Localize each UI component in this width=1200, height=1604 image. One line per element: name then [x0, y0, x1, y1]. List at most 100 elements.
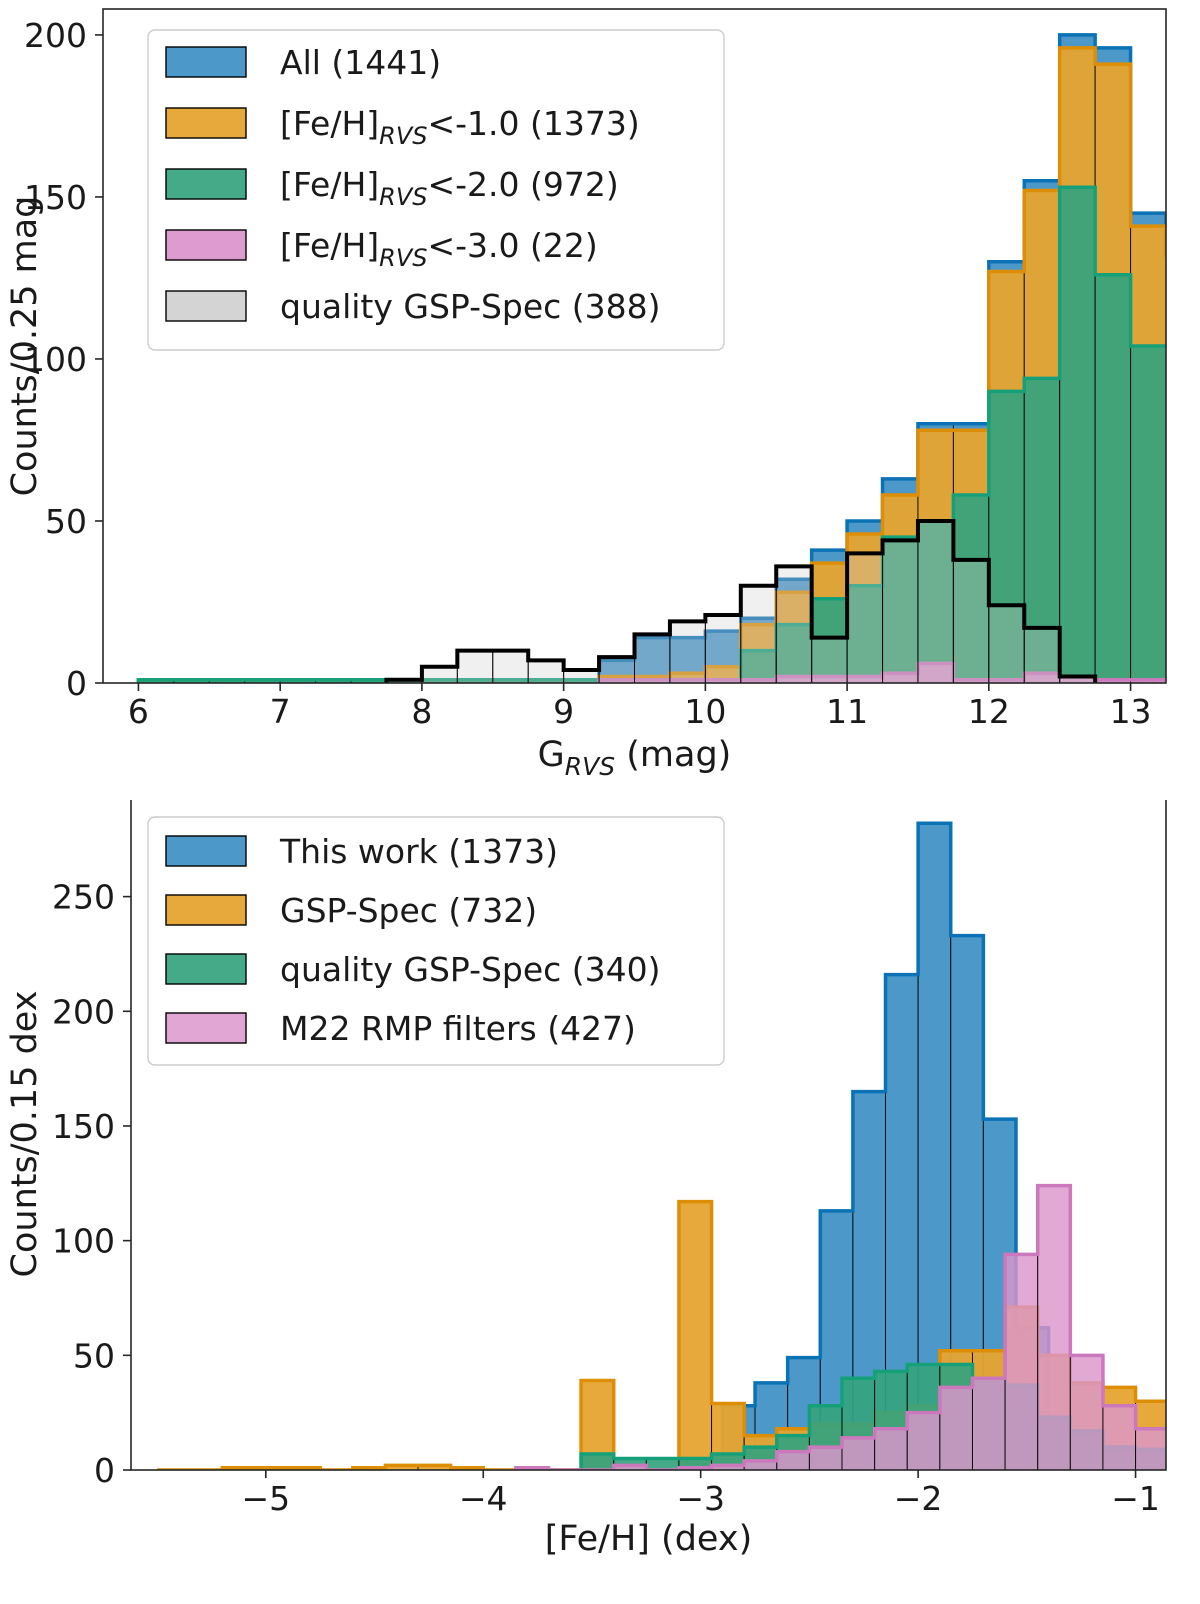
- histogram-bar: [492, 650, 529, 683]
- legend-swatch: [165, 894, 247, 926]
- legend-swatch: [165, 229, 247, 261]
- legend-frame: [147, 816, 725, 1066]
- y-tick-label: 100: [24, 340, 87, 379]
- x-tick-label: −2: [894, 1479, 943, 1518]
- histogram-bar: [1069, 1354, 1104, 1470]
- histogram-bar: [1059, 186, 1096, 683]
- histogram-bar: [1023, 377, 1061, 683]
- legend-label: M22 RMP filters (427): [280, 1009, 636, 1048]
- histogram-step-outline: [384, 518, 1098, 683]
- histogram-bar: [841, 1437, 876, 1470]
- histogram-bar: [634, 633, 671, 683]
- y-tick-label: 150: [24, 178, 87, 217]
- legend-swatch: [165, 290, 247, 322]
- y-tick-label: 50: [45, 502, 87, 541]
- legend-item-quality-gsp-spec-340: quality GSP-Spec (340): [165, 950, 661, 989]
- histogram-bar: [1165, 345, 1166, 683]
- histogram-bar: [740, 585, 777, 683]
- legend-item-fe-h-rvs-2-0-972: [Fe/H]RVS<-2.0 (972): [165, 165, 619, 211]
- y-tick-label: 200: [24, 16, 87, 55]
- histogram-bar: [704, 614, 742, 683]
- legend-label: GSP-Spec (732): [280, 891, 537, 930]
- histogram-bar: [906, 1412, 941, 1470]
- plot-frame: [102, 8, 1167, 684]
- legend-item-all-1441: All (1441): [165, 43, 441, 82]
- histogram-bar: [874, 1428, 908, 1470]
- histogram-bar: [1094, 274, 1132, 683]
- histogram-bar: [971, 1377, 1006, 1470]
- histogram-bar: [1165, 251, 1166, 683]
- legend-label: [Fe/H]RVS<-2.0 (972): [280, 165, 619, 211]
- x-axis-label: GRVS (mag): [538, 735, 732, 781]
- legend-swatch: [165, 953, 247, 985]
- legend-swatch: [165, 1012, 247, 1044]
- histogram-bar: [775, 565, 813, 683]
- x-tick-label: −3: [676, 1479, 725, 1518]
- histogram-bar: [882, 539, 919, 683]
- y-tick-label: 0: [94, 1451, 115, 1490]
- y-tick-label: 250: [52, 878, 115, 917]
- x-tick-label: 8: [411, 692, 432, 731]
- series-m22-rmp-filters-427: [514, 1183, 1166, 1470]
- legend-swatch: [165, 835, 247, 867]
- legend-swatch: [165, 168, 247, 200]
- x-tick-label: 12: [968, 692, 1010, 731]
- x-tick-label: 6: [128, 692, 149, 731]
- legend-item-m22-rmp-filters-427: M22 RMP filters (427): [165, 1009, 636, 1048]
- legend-item-quality-gsp-spec-388: quality GSP-Spec (388): [165, 287, 661, 326]
- top-histogram-svg: 6 7 8 9 10 11 12 13 0 50 100 150 200 Counts/0.25 mag G…: [5, 8, 1167, 781]
- histogram-bar: [1130, 345, 1166, 683]
- histogram-bar: [988, 390, 1025, 683]
- histogram-bar: [1004, 1253, 1039, 1470]
- histogram-bar: [811, 637, 848, 683]
- histogram-bar: [456, 650, 494, 683]
- top-histogram-figure: 6 7 8 9 10 11 12 13 0 50 100 150 200 Counts/0.25 mag G…: [0, 0, 1200, 800]
- histogram-bar: [1165, 254, 1166, 683]
- x-tick-label: 7: [270, 692, 291, 731]
- legend-item-this-work-1373: This work (1373): [165, 832, 558, 871]
- y-axis-label: Counts/0.25 mag: [5, 196, 45, 497]
- histogram-bar: [776, 1451, 810, 1470]
- x-tick-label: 11: [826, 692, 868, 731]
- y-tick-label: 100: [52, 1222, 115, 1261]
- x-tick-label: 13: [1110, 692, 1152, 731]
- histogram-bar: [421, 666, 458, 683]
- legend: This work (1373) GSP-Spec (732) quality GS…: [147, 816, 725, 1066]
- histogram-bar: [952, 494, 990, 683]
- y-axis-label: Counts/0.15 dex: [5, 991, 45, 1278]
- x-tick-label: 10: [684, 692, 726, 731]
- legend-item-fe-h-rvs-1-0-1373: [Fe/H]RVS<-1.0 (1373): [165, 104, 640, 150]
- histogram-bar: [952, 559, 990, 683]
- histogram-bar: [669, 620, 706, 683]
- bottom-histogram-figure: −5 −4 −3 −2 −1 0 50 100 150 200 250 Counts/0.15 dex…: [0, 800, 1200, 1604]
- y-tick-label: 200: [52, 992, 115, 1031]
- histogram-bar: [678, 1201, 713, 1470]
- legend-label: All (1441): [280, 43, 441, 82]
- plot-frame: [130, 800, 1167, 1471]
- legend-item-fe-h-rvs-3-0-22: [Fe/H]RVS<-3.0 (22): [165, 226, 598, 272]
- legend-swatch: [165, 107, 247, 139]
- legend-label: quality GSP-Spec (340): [280, 950, 661, 989]
- x-tick-label: −5: [241, 1479, 290, 1518]
- y-tick-label: 50: [73, 1336, 115, 1375]
- histogram-bar: [846, 552, 884, 683]
- histogram-bar: [580, 1453, 615, 1470]
- legend-frame: [147, 29, 725, 351]
- legend: All (1441) [Fe/H]RVS<-1.0 (1373) [Fe/H]RVS…: [147, 29, 725, 351]
- y-tick-label: 0: [66, 664, 87, 703]
- histogram-bar: [598, 656, 635, 683]
- legend-item-gsp-spec-732: GSP-Spec (732): [165, 891, 537, 930]
- histogram-bar: [1135, 1428, 1166, 1470]
- histogram-step-outline: [514, 1183, 1166, 1470]
- x-tick-label: −1: [1111, 1479, 1160, 1518]
- x-tick-label: −4: [459, 1479, 508, 1518]
- histogram-step-outline: [720, 821, 1051, 1470]
- histogram-bar: [988, 604, 1025, 683]
- plot-area: [136, 33, 1166, 683]
- x-axis-label: [Fe/H] (dex): [545, 1519, 752, 1559]
- histogram-bar: [917, 520, 954, 683]
- bottom-histogram-svg: −5 −4 −3 −2 −1 0 50 100 150 200 250 Counts/0.15 dex…: [5, 800, 1167, 1559]
- plot-area: [157, 821, 1166, 1470]
- legend-label: [Fe/H]RVS<-3.0 (22): [280, 226, 598, 272]
- legend-label: [Fe/H]RVS<-1.0 (1373): [280, 104, 640, 150]
